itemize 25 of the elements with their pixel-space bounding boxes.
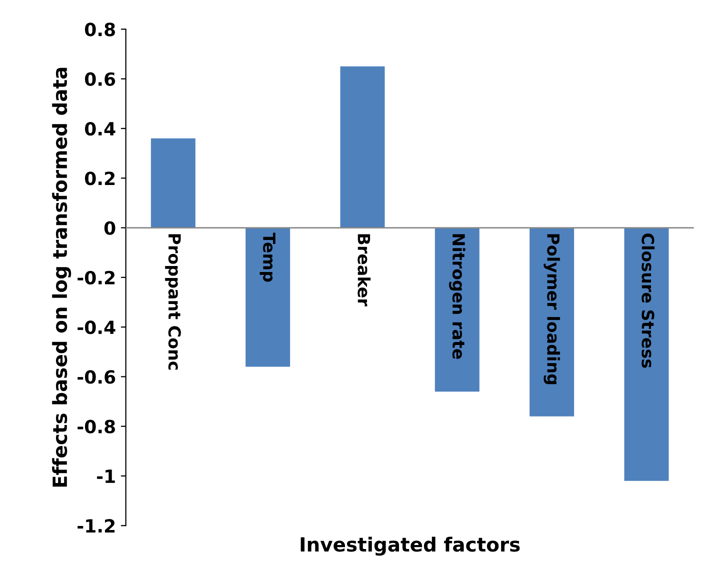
- bar: [150, 138, 196, 228]
- y-tick-label: 0: [104, 221, 116, 235]
- x-tick-label: Polymer loading: [544, 234, 560, 384]
- y-tick-label: 0.4: [84, 122, 116, 136]
- bar: [434, 228, 480, 392]
- y-tick-label: -0.6: [78, 370, 116, 384]
- y-tick-label: -1.2: [78, 519, 115, 532]
- y-tick-label: -1: [97, 470, 115, 483]
- x-tick-label: Proppant Conc: [165, 234, 181, 370]
- x-tick-label: Breaker: [358, 234, 371, 306]
- bar: [530, 228, 574, 416]
- y-tick-label: 0.6: [84, 72, 116, 86]
- y-tick-label: 0.8: [84, 22, 115, 36]
- y-tick-label: 0.2: [84, 172, 115, 186]
- bar: [624, 228, 669, 481]
- x-tick-label: Nitrogen rate: [449, 234, 466, 359]
- x-axis-title: Investigated factors: [300, 536, 520, 556]
- x-tick-label: Closure Stress: [642, 234, 655, 368]
- y-tick-label: -0.4: [78, 320, 116, 334]
- y-axis-title: Effects based on log transformed data: [52, 68, 72, 487]
- y-tick-label: -0.2: [78, 270, 115, 285]
- y-tick-label: -0.8: [78, 420, 115, 434]
- bar: [340, 66, 385, 228]
- x-tick-label: Temp: [260, 232, 276, 282]
- bar: [246, 228, 290, 367]
